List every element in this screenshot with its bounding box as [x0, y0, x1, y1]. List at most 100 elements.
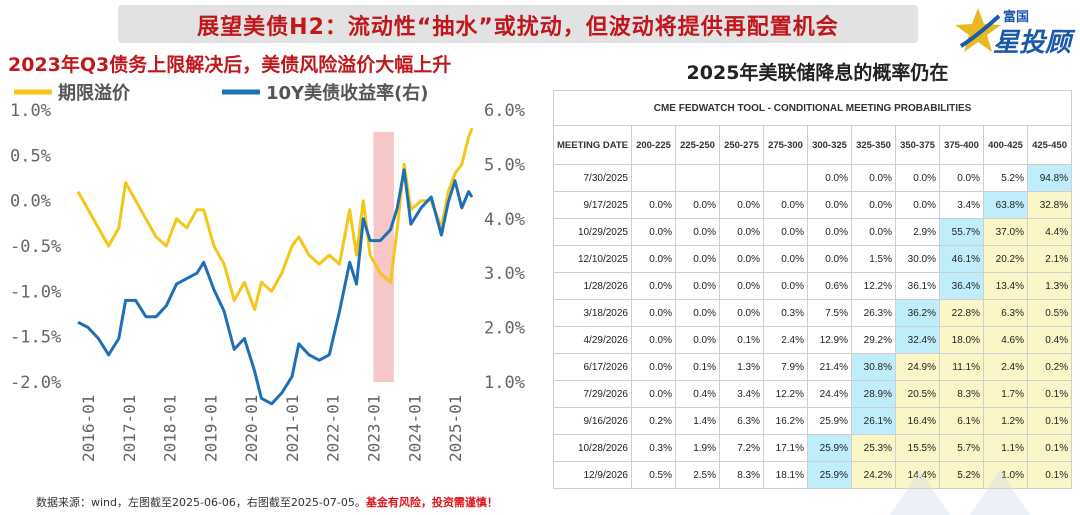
probability-cell: 0.0% — [895, 164, 940, 192]
meeting-date-cell: 6/17/2026 — [553, 353, 632, 381]
probability-cell: 0.0% — [851, 164, 896, 192]
footer: 数据来源：wind，左图截至2025-06-06，右图截至2025-07-05。… — [36, 494, 498, 510]
probability-cell: 30.8% — [851, 353, 896, 381]
fedwatch-table-panel: CME FEDWATCH TOOL - CONDITIONAL MEETING … — [552, 90, 1073, 489]
probability-cell: 14.4% — [895, 461, 940, 489]
probability-cell: 1.0% — [983, 461, 1028, 489]
probability-cell: 28.9% — [851, 380, 896, 408]
y-right-tick-label: 1.0% — [484, 373, 525, 393]
probability-cell: 36.1% — [895, 272, 940, 300]
probability-cell: 0.0% — [719, 218, 764, 246]
probability-cell: 0.0% — [675, 218, 720, 246]
probability-cell: 0.0% — [851, 218, 896, 246]
probability-cell: 0.0% — [719, 191, 764, 219]
meeting-date-cell: 3/18/2026 — [553, 299, 632, 327]
y-right-tick-label: 4.0% — [484, 210, 525, 230]
probability-cell: 6.3% — [983, 299, 1028, 327]
probability-cell: 0.0% — [719, 272, 764, 300]
y-left-tick-label: -2.0% — [10, 373, 61, 393]
legend: 期限溢价 10Y美债收益率(右) — [14, 82, 429, 104]
probability-cell: 25.3% — [851, 434, 896, 462]
probability-cell: 5.2% — [939, 461, 984, 489]
probability-cell — [719, 164, 764, 192]
table-row: 3/18/2026 0.0% 0.0% 0.0% 0.3% 7.5% 26.3% 36.2% 2… — [553, 299, 1073, 327]
meeting-date-cell: 9/16/2026 — [553, 407, 632, 435]
probability-cell: 2.4% — [983, 353, 1028, 381]
probability-cell: 21.4% — [807, 353, 852, 381]
probability-cell: 0.0% — [675, 191, 720, 219]
probability-cell: 12.2% — [851, 272, 896, 300]
probability-cell: 0.0% — [631, 218, 676, 246]
probability-cell: 1.3% — [1026, 272, 1073, 300]
probability-cell: 25.9% — [807, 461, 852, 489]
probability-cell: 24.2% — [851, 461, 896, 489]
probability-cell: 1.7% — [983, 380, 1028, 408]
probability-cell: 0.0% — [807, 164, 852, 192]
probability-cell: 1.3% — [719, 353, 764, 381]
probability-cell: 0.2% — [631, 407, 676, 435]
probability-cell: 0.5% — [1026, 299, 1073, 327]
probability-cell: 15.5% — [895, 434, 940, 462]
probability-cell: 6.3% — [719, 407, 764, 435]
probability-cell: 13.4% — [983, 272, 1028, 300]
probability-cell: 0.0% — [631, 380, 676, 408]
y-left-tick-label: 1.0% — [10, 101, 51, 121]
footer-warning: 基金有风险，投资需谨慎！ — [365, 496, 498, 509]
rate-column-header: 350-375 — [895, 125, 940, 165]
probability-cell: 20.5% — [895, 380, 940, 408]
probability-cell: 2.5% — [675, 461, 720, 489]
fedwatch-tool-title: CME FEDWATCH TOOL - CONDITIONAL MEETING … — [552, 90, 1073, 126]
legend-label-yield-10y: 10Y美债收益率(右) — [266, 82, 429, 104]
probability-cell: 32.8% — [1026, 191, 1073, 219]
probability-cell: 0.0% — [763, 272, 808, 300]
meeting-date-cell: 4/29/2026 — [553, 326, 632, 354]
probability-cell: 46.1% — [939, 245, 984, 273]
probability-cell: 0.0% — [675, 299, 720, 327]
probability-cell: 94.8% — [1026, 164, 1073, 192]
probability-cell: 0.1% — [1026, 434, 1073, 462]
probability-cell: 3.4% — [939, 191, 984, 219]
probability-cell: 6.1% — [939, 407, 984, 435]
table-row: 12/10/2025 0.0% 0.0% 0.0% 0.0% 0.0% 1.5% 30.0% 4… — [553, 245, 1073, 273]
watermark-shape — [890, 470, 1030, 515]
probability-cell: 5.2% — [983, 164, 1028, 192]
table-row: 4/29/2026 0.0% 0.0% 0.1% 2.4% 12.9% 29.2% 32.4%… — [553, 326, 1073, 354]
probability-cell: 24.9% — [895, 353, 940, 381]
probability-cell: 0.1% — [1026, 461, 1073, 489]
probability-cell: 0.0% — [631, 191, 676, 219]
x-tick-label: 2025-01 — [446, 395, 465, 462]
logo-brand-small: 富国 — [1003, 10, 1030, 25]
probability-cell: 16.2% — [763, 407, 808, 435]
x-tick-label: 2016-01 — [79, 395, 98, 462]
probability-cell: 55.7% — [939, 218, 984, 246]
rate-column-header: 425-450 — [1026, 125, 1073, 165]
star-logo-icon — [955, 8, 1001, 52]
term-premium-line — [76, 127, 474, 311]
meeting-date-cell: 10/29/2025 — [553, 218, 632, 246]
highlight-band-layer — [373, 132, 394, 382]
probability-cell: 63.8% — [983, 191, 1028, 219]
probability-cell: 1.1% — [983, 434, 1028, 462]
probability-cell: 12.9% — [807, 326, 852, 354]
probability-cell: 1.4% — [675, 407, 720, 435]
probability-cell: 7.5% — [807, 299, 852, 327]
x-tick-label: 2017-01 — [120, 395, 139, 462]
probability-cell: 0.0% — [763, 245, 808, 273]
probability-cell: 0.2% — [1026, 353, 1073, 381]
table-row: 9/17/2025 0.0% 0.0% 0.0% 0.0% 0.0% 0.0% 0.0% 3.4… — [553, 191, 1073, 219]
probability-cell: 26.1% — [851, 407, 896, 435]
probability-cell: 18.0% — [939, 326, 984, 354]
probability-cell: 0.1% — [1026, 380, 1073, 408]
probability-cell — [763, 164, 808, 192]
probability-cell: 0.0% — [675, 245, 720, 273]
probability-cell: 0.0% — [719, 245, 764, 273]
logo-brand-big: 星投顾 — [993, 28, 1072, 58]
probability-cell: 0.0% — [631, 353, 676, 381]
probability-cell: 25.9% — [807, 434, 852, 462]
probability-cell: 0.0% — [939, 164, 984, 192]
table-row: 9/16/2026 0.2% 1.4% 6.3% 16.2% 25.9% 26.1% 16.4… — [553, 407, 1073, 435]
probability-cell: 0.0% — [631, 272, 676, 300]
x-tick-label: 2020-01 — [242, 395, 261, 462]
probability-cell: 18.1% — [763, 461, 808, 489]
rate-column-header: 375-400 — [939, 125, 984, 165]
